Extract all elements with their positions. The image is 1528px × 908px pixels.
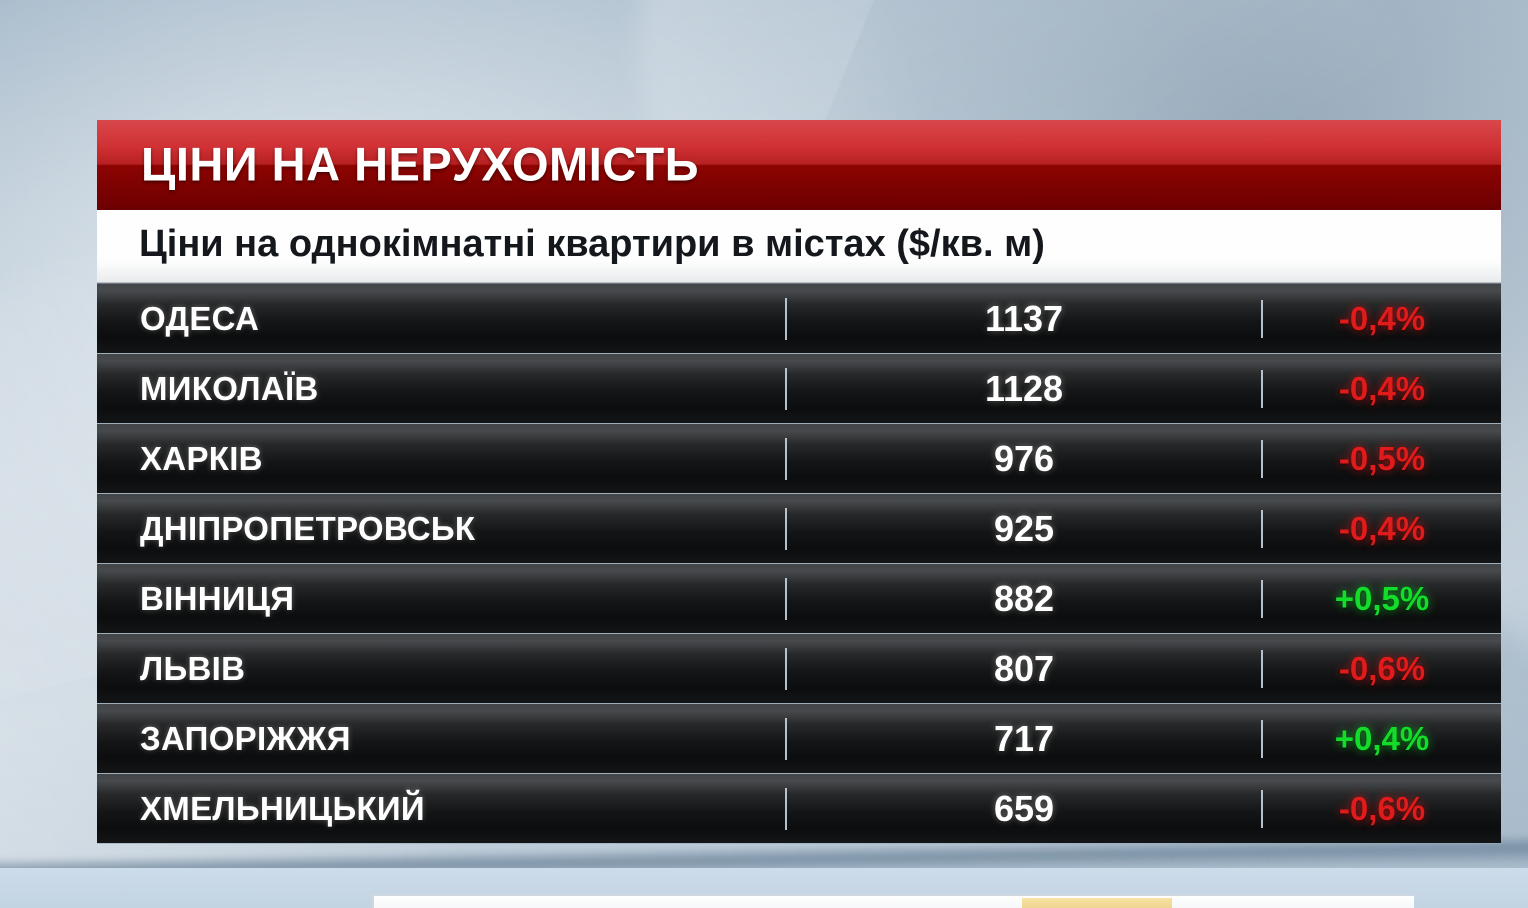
page-title: ЦІНИ НА НЕРУХОМІСТЬ (141, 137, 700, 191)
price-table: ОДЕСА 1137 -0,4% МИКОЛАЇВ 1128 -0,4% ХАРКІВ 976… (97, 283, 1501, 844)
price-change-cell: +0,5% (1261, 579, 1501, 618)
city-name-cell: ДНІПРОПЕТРОВСЬК (140, 509, 476, 547)
price-value-cell: 807 (785, 647, 1261, 690)
city-name-cell: ХМЕЛЬНИЦЬКИЙ (140, 789, 425, 827)
price-value-cell: 717 (785, 717, 1261, 760)
table-row: ЗАПОРІЖЖЯ 717 +0,4% (97, 703, 1501, 773)
price-value-cell: 1128 (785, 367, 1261, 410)
table-bottom-edge (97, 843, 1501, 844)
table-row: ХМЕЛЬНИЦЬКИЙ 659 -0,6% (97, 773, 1501, 843)
lower-third-graphic (372, 894, 1414, 908)
price-change-cell: -0,4% (1261, 509, 1501, 548)
price-change-cell: -0,6% (1261, 649, 1501, 688)
page-subtitle: Ціни на однокімнатні квартири в містах (… (139, 222, 1045, 265)
price-value-cell: 925 (785, 507, 1261, 550)
table-row: ДНІПРОПЕТРОВСЬК 925 -0,4% (97, 493, 1501, 563)
city-name-cell: ЛЬВІВ (140, 649, 246, 687)
table-row: ЛЬВІВ 807 -0,6% (97, 633, 1501, 703)
lower-third-accent-bar (1022, 898, 1172, 908)
price-value-cell: 659 (785, 787, 1261, 830)
price-change-cell: -0,4% (1261, 299, 1501, 338)
real-estate-prices-banner: ЦІНИ НА НЕРУХОМІСТЬ Ціни на однокімнатні… (97, 120, 1501, 844)
table-row: МИКОЛАЇВ 1128 -0,4% (97, 353, 1501, 423)
price-change-cell: +0,4% (1261, 719, 1501, 758)
city-name-cell: ЗАПОРІЖЖЯ (140, 719, 351, 757)
price-value-cell: 882 (785, 577, 1261, 620)
price-value-cell: 1137 (785, 297, 1261, 340)
city-name-cell: ОДЕСА (140, 299, 260, 337)
city-name-cell: ВІННИЦЯ (140, 579, 295, 617)
banner-subtitle-bar: Ціни на однокімнатні квартири в містах (… (97, 210, 1501, 283)
table-row: ОДЕСА 1137 -0,4% (97, 283, 1501, 353)
table-row: ХАРКІВ 976 -0,5% (97, 423, 1501, 493)
price-value-cell: 976 (785, 437, 1261, 480)
price-change-cell: -0,4% (1261, 369, 1501, 408)
city-name-cell: ХАРКІВ (140, 439, 263, 477)
price-change-cell: -0,5% (1261, 439, 1501, 478)
table-row: ВІННИЦЯ 882 +0,5% (97, 563, 1501, 633)
city-name-cell: МИКОЛАЇВ (140, 369, 319, 407)
price-change-cell: -0,6% (1261, 789, 1501, 828)
banner-title-bar: ЦІНИ НА НЕРУХОМІСТЬ (97, 120, 1501, 210)
